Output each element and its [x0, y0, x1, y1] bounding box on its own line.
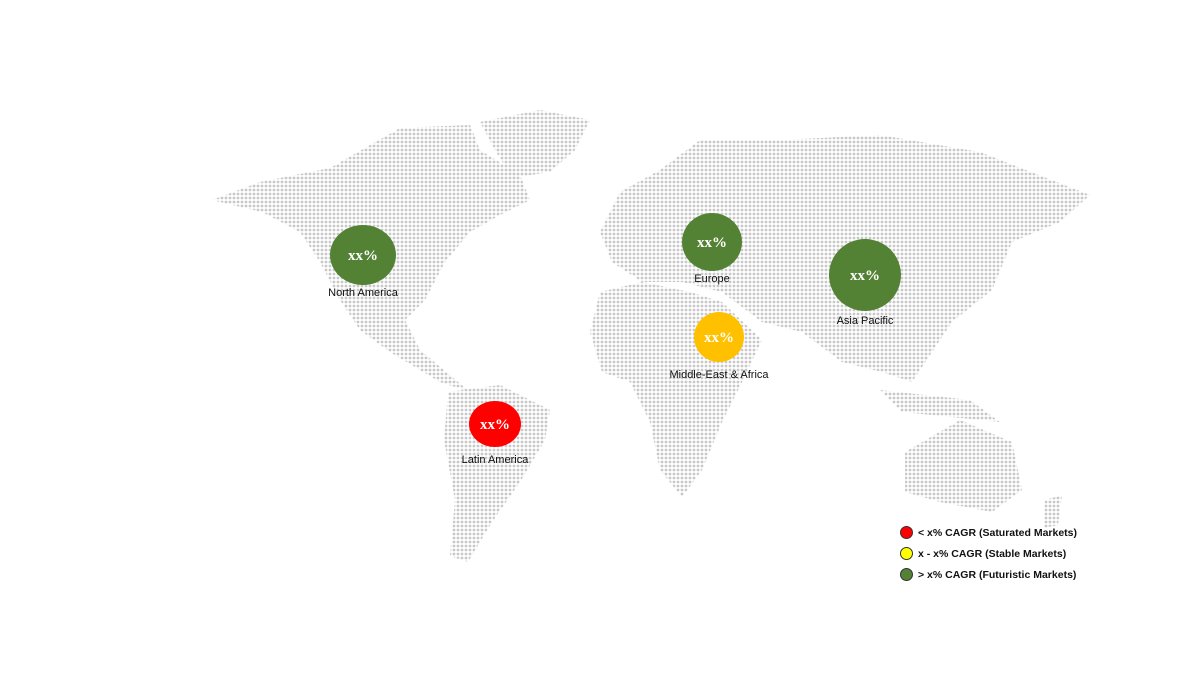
continent-australia [905, 420, 1022, 512]
region-bubble [330, 225, 396, 285]
continent-greenland [480, 110, 590, 178]
region-bubble [682, 213, 742, 271]
legend-label: > x% CAGR (Futuristic Markets) [918, 568, 1077, 581]
region-value: xx% [480, 417, 510, 433]
continent-new-zealand [1044, 495, 1062, 528]
legend: < x% CAGR (Saturated Markets) x - x% CAG… [900, 522, 1077, 585]
legend-swatch-yellow [900, 547, 913, 560]
region-value: xx% [850, 268, 880, 284]
region-value: xx% [704, 330, 734, 346]
continent-africa [590, 282, 762, 497]
region-europe: xx% Europe [682, 213, 742, 285]
region-label: Middle-East & Africa [669, 369, 769, 381]
legend-swatch-green [900, 568, 913, 581]
legend-swatch-red [900, 526, 913, 539]
legend-item-futuristic: > x% CAGR (Futuristic Markets) [900, 564, 1077, 585]
region-label: North America [328, 287, 399, 299]
region-value: xx% [348, 248, 378, 264]
region-bubble [469, 401, 521, 447]
region-value: xx% [697, 235, 727, 251]
region-asia-pacific: xx% Asia Pacific [829, 239, 901, 327]
region-bubble [694, 312, 744, 362]
region-bubble [829, 239, 901, 311]
region-label: Europe [694, 273, 729, 285]
continent-indonesia [880, 390, 1000, 422]
region-middle-east-africa: xx% Middle-East & Africa [669, 312, 769, 381]
region-label: Asia Pacific [837, 315, 894, 327]
region-north-america: xx% North America [328, 225, 399, 299]
legend-label: < x% CAGR (Saturated Markets) [918, 526, 1078, 539]
region-latin-america: xx% Latin America [462, 401, 530, 466]
legend-item-saturated: < x% CAGR (Saturated Markets) [900, 522, 1077, 543]
continents [212, 110, 1090, 562]
region-label: Latin America [462, 454, 530, 466]
legend-label: x - x% CAGR (Stable Markets) [918, 547, 1067, 560]
region-bubbles: xx% North America xx% Europe xx% Asia Pacific… [328, 213, 901, 466]
legend-item-stable: x - x% CAGR (Stable Markets) [900, 543, 1077, 564]
